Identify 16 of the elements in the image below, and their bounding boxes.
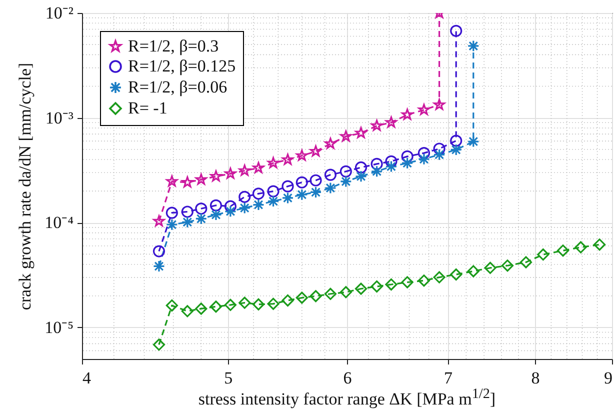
legend-label: R=1/2, β=0.3 xyxy=(128,36,219,56)
x-tick-label: 9 xyxy=(604,368,612,388)
x-tick-label: 4 xyxy=(82,368,92,388)
y-axis-title: crack growth rate da/dN [mm/cycle] xyxy=(16,62,35,310)
x-tick-label: 7 xyxy=(444,368,453,388)
legend-label: R=1/2, β=0.06 xyxy=(128,78,228,96)
x-tick-label: 5 xyxy=(224,368,233,388)
x-tick-label: 6 xyxy=(343,368,352,388)
y-tick-label: 10⁻³ xyxy=(45,108,74,128)
x-axis-title: stress intensity factor range ΔK [MPa m$^{1/2}$] xyxy=(197,386,497,410)
y-tick-label: 10⁻⁴ xyxy=(44,213,74,232)
y-tick-label: 10⁻⁵ xyxy=(44,318,74,337)
x-tick-label: 8 xyxy=(531,368,540,388)
legend-label: R= -1 xyxy=(128,98,168,118)
legend-label: R=1/2, β=0.125 xyxy=(128,56,236,76)
y-tick-label: 10⁻² xyxy=(45,4,74,22)
